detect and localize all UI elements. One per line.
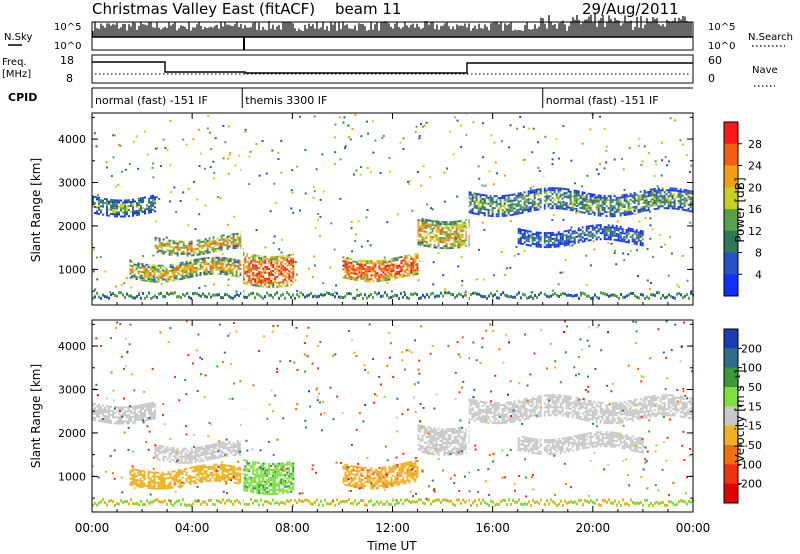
colorbar-swatch	[724, 387, 738, 407]
nave-tick-top: 60	[708, 54, 722, 67]
freq-panel: Freq. [MHz] 18 8 60 0 Nave	[2, 54, 778, 87]
freq-label: Freq.	[2, 57, 27, 68]
colorbar-tick-label: 15	[748, 400, 762, 413]
colorbar-swatch	[724, 406, 738, 427]
beam-label: beam 11	[335, 0, 401, 18]
colorbar-tick-label: -50	[744, 439, 762, 452]
colorbar-tick-label: 24	[748, 160, 762, 173]
colorbar-tick-label: 28	[748, 138, 762, 151]
colorbar-swatch	[724, 122, 738, 145]
x-tick-label: 00:00	[75, 521, 110, 535]
power-echoes	[92, 113, 694, 305]
velocity-colorbar-label: Velocity [m s⁻¹]	[733, 369, 747, 462]
colorbar-swatch	[724, 483, 738, 504]
colorbar-tick-label: -200	[737, 478, 762, 491]
cpid-strip: normal (fast) -151 IF themis 3300 IF norma…	[91, 87, 693, 108]
x-tick-label: 08:00	[275, 521, 310, 535]
x-tick-label: 16:00	[475, 521, 510, 535]
colorbar-swatch	[724, 445, 738, 465]
nsky-tick-top: 10^5	[54, 22, 81, 33]
x-axis: 00:00 04:00 08:00 12:00 16:00 20:00 00:00	[75, 113, 711, 535]
colorbar-swatch	[724, 367, 738, 388]
nsearch-tick-bottom: 10^0	[708, 41, 735, 52]
power-colorbar-label: Power [dB]	[733, 177, 747, 242]
y-tick-label: 2000	[58, 220, 86, 233]
y-tick-label: 4000	[58, 340, 86, 353]
velocity-y-axis: 1000 2000 3000 4000	[58, 323, 693, 499]
freq-tick-top: 18	[60, 54, 74, 67]
cpid-segment-label: normal (fast) -151 IF	[546, 94, 659, 107]
colorbar-swatch	[724, 165, 738, 188]
colorbar-tick-label: 12	[748, 225, 762, 238]
colorbar-tick-label: -15	[744, 420, 762, 433]
colorbar-swatch	[724, 348, 738, 369]
colorbar-swatch	[724, 274, 738, 297]
x-tick-label: 20:00	[576, 521, 611, 535]
colorbar-swatch	[724, 464, 738, 485]
power-y-axis: 1000 2000 3000 4000	[58, 116, 693, 292]
colorbar-swatch	[724, 252, 738, 275]
y-tick-label: 1000	[58, 263, 86, 276]
nsearch-tick-top: 10^5	[708, 22, 735, 33]
date-label: 29/Aug/2011	[582, 0, 679, 18]
freq-trace	[92, 61, 693, 74]
colorbar-swatch	[724, 187, 738, 210]
y-tick-label: 4000	[58, 133, 86, 146]
colorbar-swatch	[724, 425, 738, 446]
colorbar-tick-label: 4	[755, 268, 762, 281]
y-tick-label: 1000	[58, 470, 86, 483]
nave-tick-bottom: 0	[708, 72, 715, 85]
cpid-segment-label: normal (fast) -151 IF	[95, 94, 208, 107]
colorbar-tick-label: 100	[741, 362, 762, 375]
nsky-panel: N.Sky N.Search 10^5 10^0 10^5 10^0	[4, 13, 793, 52]
velocity-panel: 1000 2000 3000 4000 Slant Range [km]	[29, 319, 694, 513]
y-tick-label: 3000	[58, 384, 86, 397]
y-tick-label: 3000	[58, 177, 86, 190]
cpid-segment-label: themis 3300 IF	[245, 94, 327, 107]
colorbar-swatch	[724, 230, 738, 253]
freq-unit: [MHz]	[2, 69, 31, 80]
nsearch-label: N.Search	[748, 32, 793, 43]
nsky-tick-bottom: 10^0	[54, 41, 81, 52]
x-tick-label: 04:00	[175, 521, 210, 535]
colorbar-swatch	[724, 209, 738, 232]
colorbar-swatch	[724, 329, 738, 349]
freq-tick-bottom: 8	[66, 72, 73, 85]
power-panel: 1000 2000 3000 4000 Slant Range [km]	[29, 112, 694, 306]
nsky-bars	[92, 13, 693, 50]
power-colorbar: 4 8 12 16 20 24 28 Power [dB]	[723, 121, 762, 297]
x-tick-label: 00:00	[676, 521, 711, 535]
colorbar-tick-label: 50	[748, 381, 762, 394]
colorbar-tick-label: -100	[737, 458, 762, 471]
velocity-colorbar: 200 100 50 15 -15 -50 -100 -200 Velocity [m s⁻¹…	[723, 328, 762, 504]
colorbar-tick-label: 20	[748, 181, 762, 194]
power-ylabel: Slant Range [km]	[29, 158, 43, 262]
cpid-label: CPID	[8, 91, 37, 104]
nsky-label: N.Sky	[4, 32, 32, 43]
colorbar-tick-label: 200	[741, 342, 762, 355]
velocity-echoes	[92, 320, 694, 512]
velocity-ylabel: Slant Range [km]	[29, 364, 43, 468]
x-tick-label: 12:00	[375, 521, 410, 535]
colorbar-swatch	[724, 143, 738, 166]
plot-title: Christmas Valley East (fitACF)	[92, 0, 315, 18]
nave-label: Nave	[752, 65, 778, 76]
colorbar-tick-label: 16	[748, 203, 762, 216]
y-tick-label: 2000	[58, 427, 86, 440]
colorbar-tick-label: 8	[755, 247, 762, 260]
x-axis-label: Time UT	[366, 539, 417, 553]
